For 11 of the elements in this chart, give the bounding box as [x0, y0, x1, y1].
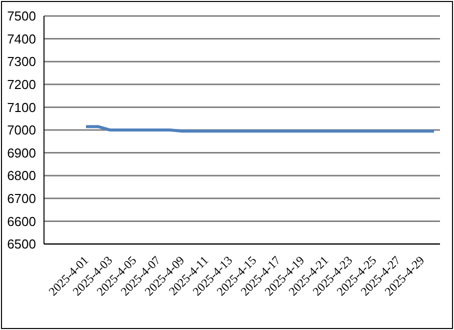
- y-tick-label: 7100: [7, 100, 36, 115]
- y-tick-label: 6700: [7, 191, 36, 206]
- y-tick-label: 6800: [7, 168, 36, 184]
- y-tick-label: 7500: [7, 8, 36, 24]
- y-tick-label: 7200: [7, 77, 36, 92]
- y-tick-label: 6600: [7, 214, 36, 229]
- y-tick-label: 6500: [7, 236, 36, 252]
- y-tick-label: 7400: [7, 31, 36, 46]
- y-tick-label: 6900: [7, 145, 36, 160]
- y-tick-label: 7300: [7, 54, 36, 70]
- y-tick-label: 7000: [7, 122, 36, 138]
